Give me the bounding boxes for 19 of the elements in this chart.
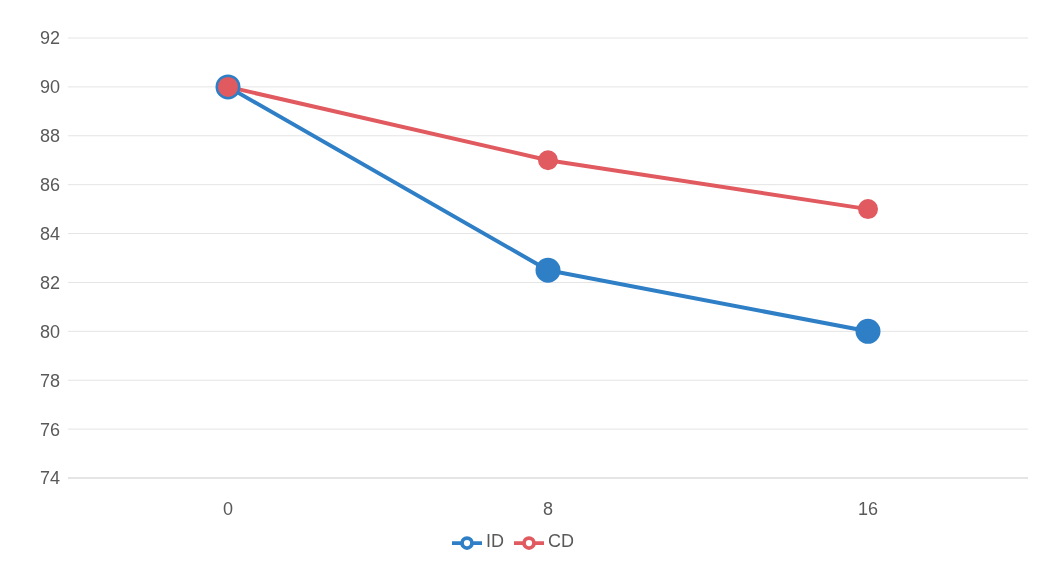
- point: [538, 150, 558, 171]
- y-tick-label: 74: [39, 468, 60, 489]
- y-tick-label: 90: [39, 77, 60, 98]
- y-tick-label: 88: [39, 126, 60, 147]
- y-tick-label: 82: [39, 272, 60, 293]
- y-tick-label: 86: [39, 175, 60, 196]
- legend-label: ID: [486, 531, 504, 552]
- legend-label: CD: [548, 531, 574, 552]
- x-tick-label: 8: [542, 498, 554, 519]
- point: [858, 199, 878, 220]
- y-tick-label: 78: [39, 370, 60, 391]
- y-tick-label: 84: [39, 223, 60, 244]
- point: [535, 257, 561, 283]
- y-tick-label: 76: [39, 419, 60, 440]
- y-tick-label: 92: [39, 28, 60, 49]
- x-tick-label: 16: [857, 498, 879, 519]
- y-tick-label: 80: [39, 321, 60, 342]
- x-tick-label: 0: [222, 498, 234, 519]
- point: [855, 318, 881, 344]
